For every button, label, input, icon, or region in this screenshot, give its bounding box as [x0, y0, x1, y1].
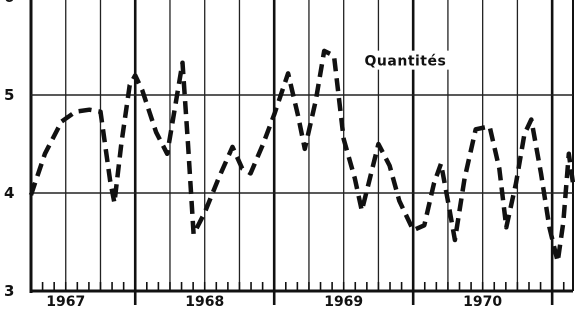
- annotation-background: [360, 50, 479, 70]
- y-tick-labels: 3 4 5 6: [4, 0, 14, 300]
- year-label: 1970: [463, 294, 502, 310]
- y-tick-label: 4: [4, 184, 14, 202]
- x-ticks: [30, 282, 565, 291]
- year-label: 1967: [46, 294, 85, 310]
- year-label: 1968: [185, 294, 224, 310]
- series: [28, 48, 575, 264]
- series-line-quantites: [28, 48, 575, 264]
- y-tick-label: 5: [4, 86, 14, 104]
- grid: [29, 0, 574, 305]
- series-label-quantites: Quantités: [365, 54, 447, 70]
- year-label: 1969: [324, 294, 363, 310]
- year-labels: 1967 1968 1969 1970: [46, 294, 502, 310]
- y-tick-label: 3: [4, 282, 14, 300]
- annotations: Quantités: [360, 50, 479, 70]
- y-tick-label: 6: [4, 0, 14, 6]
